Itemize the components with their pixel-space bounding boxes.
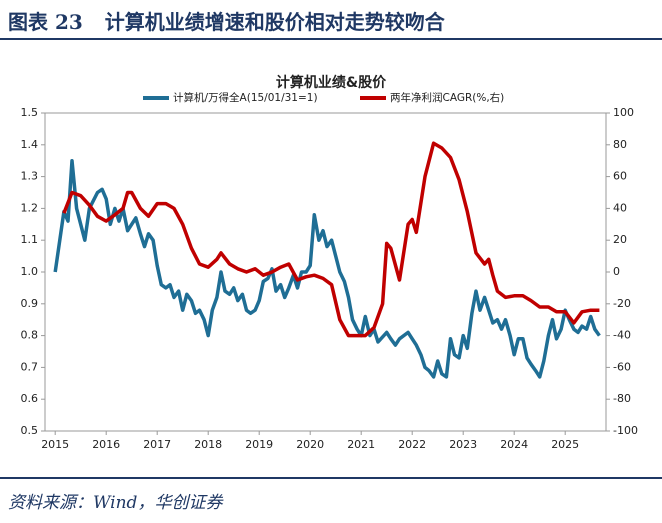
y2-tick-label: 60 <box>613 170 627 183</box>
y-tick-label: 1.3 <box>21 170 39 183</box>
plot-frame <box>44 112 607 432</box>
y-tick-label: 1.0 <box>21 265 39 278</box>
y2-tick-label: 0 <box>613 265 620 278</box>
y2-tick-label: -20 <box>613 297 631 310</box>
chart: 计算机业绩&股价 0.5 0.6 0.7 0.8 0.9 1.0 1.1 1.2 1.3 1.4 1… <box>21 74 638 451</box>
figure-label: 图表 23 <box>8 10 83 34</box>
y-tick-label: 1.4 <box>21 138 39 151</box>
y2-tick-label: 20 <box>613 233 627 246</box>
x-tick-label: 2023 <box>449 438 477 451</box>
y-tick-label: 1.2 <box>21 201 39 214</box>
x-tick-label: 2017 <box>143 438 171 451</box>
y2-tick-label: -80 <box>613 392 631 405</box>
y-tick-label: 0.8 <box>21 329 39 342</box>
source: 资料来源：Wind，华创证券 <box>8 493 223 513</box>
y-tick-label: 1.5 <box>21 106 39 119</box>
x-tick-label: 2018 <box>194 438 222 451</box>
y2-tick-label: 40 <box>613 201 627 214</box>
series-line <box>62 141 600 338</box>
y-tick-label: 0.5 <box>21 424 39 437</box>
x-tick-label: 2016 <box>92 438 120 451</box>
y-tick-label: 1.1 <box>21 233 39 246</box>
x-tick-label: 2020 <box>296 438 324 451</box>
y2-tick-label: 80 <box>613 138 627 151</box>
y-tick-label: 0.6 <box>21 392 39 405</box>
header-title: 计算机业绩增速和股价相对走势较吻合 <box>104 10 445 34</box>
x-tick-label: 2021 <box>347 438 375 451</box>
x-tick-label: 2024 <box>500 438 528 451</box>
header-rule <box>0 38 662 40</box>
header: 图表 23 计算机业绩增速和股价相对走势较吻合 <box>8 6 467 35</box>
chart-title: 计算机业绩&股价 <box>276 74 387 91</box>
y2-tick-label: 100 <box>613 106 634 119</box>
legend-label: 两年净利润CAGR(%,右) <box>390 91 504 104</box>
footer-rule <box>0 477 662 479</box>
y-tick-label: 0.7 <box>21 360 39 373</box>
x-tick-label: 2015 <box>41 438 69 451</box>
y-tick-label: 0.9 <box>21 297 39 310</box>
y2-tick-label: -60 <box>613 360 631 373</box>
y2-tick-label: -100 <box>613 424 638 437</box>
y2-tick-label: -40 <box>613 329 631 342</box>
legend-label: 计算机/万得全A(15/01/31=1) <box>173 91 318 104</box>
x-tick-label: 2025 <box>551 438 579 451</box>
x-tick-label: 2019 <box>245 438 273 451</box>
x-tick-label: 2022 <box>398 438 426 451</box>
series-line <box>53 158 601 379</box>
